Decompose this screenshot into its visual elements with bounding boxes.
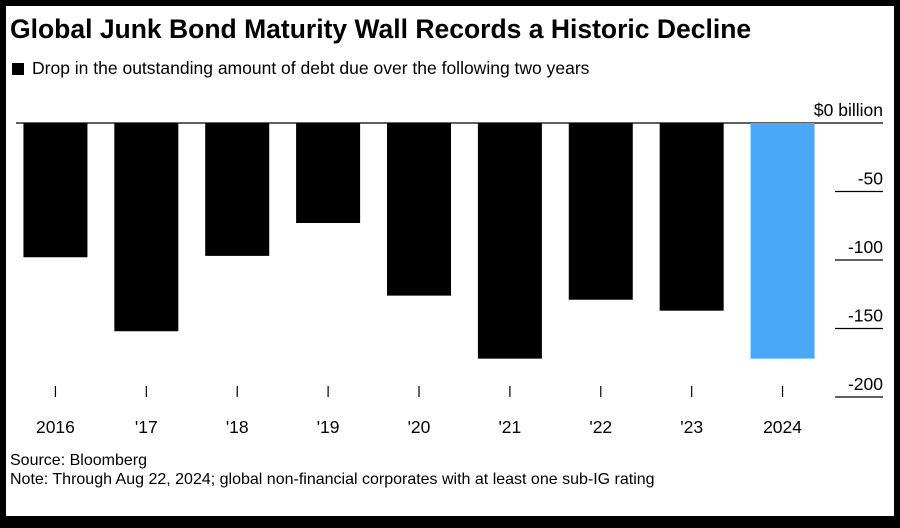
bar-4 bbox=[387, 123, 451, 296]
x-tick-label-3: '19 bbox=[317, 417, 340, 437]
bar-5 bbox=[477, 123, 542, 359]
y-tick-label-4: -200 bbox=[848, 374, 883, 394]
x-tick-label-7: '23 bbox=[680, 417, 703, 437]
chart-title: Global Junk Bond Maturity Wall Records a… bbox=[10, 14, 752, 44]
bar-2 bbox=[205, 123, 270, 256]
x-tick-label-5: '21 bbox=[498, 417, 521, 437]
x-tick-label-4: '20 bbox=[408, 417, 431, 437]
source-note: Source: Bloomberg bbox=[10, 452, 147, 469]
legend-label: Drop in the outstanding amount of debt d… bbox=[32, 58, 590, 78]
bar-3 bbox=[296, 123, 361, 224]
methodology-note: Note: Through Aug 22, 2024; global non-f… bbox=[10, 471, 655, 488]
legend: Drop in the outstanding amount of debt d… bbox=[12, 58, 589, 79]
y-tick-label-0: $0 billion bbox=[814, 100, 883, 120]
bar-1 bbox=[114, 123, 179, 332]
x-tick-label-8: 2024 bbox=[763, 417, 802, 437]
chart-footer: Source: Bloomberg Note: Through Aug 22, … bbox=[10, 451, 655, 489]
legend-swatch bbox=[12, 62, 24, 75]
bar-0 bbox=[23, 123, 88, 258]
bar-6 bbox=[568, 123, 633, 300]
x-tick-label-2: '18 bbox=[226, 417, 249, 437]
bar-7 bbox=[659, 123, 724, 311]
y-tick-label-1: -50 bbox=[858, 169, 884, 189]
x-tick-label-6: '22 bbox=[589, 417, 612, 437]
y-tick-label-2: -100 bbox=[848, 237, 883, 257]
y-tick-label-3: -150 bbox=[848, 306, 883, 326]
x-tick-label-0: 2016 bbox=[36, 417, 75, 437]
x-tick-label-1: '17 bbox=[135, 417, 158, 437]
bar-8 bbox=[750, 123, 815, 359]
